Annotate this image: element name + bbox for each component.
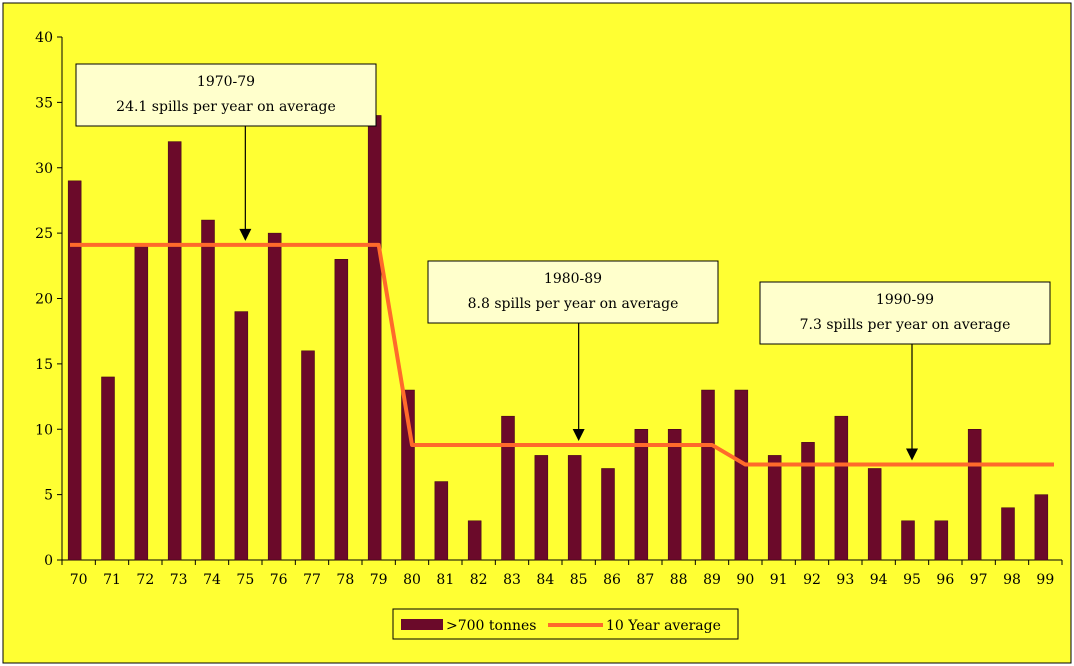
x-tick-label: 75 [236, 572, 254, 588]
annotation-box [75, 63, 377, 127]
bar [567, 455, 582, 561]
x-tick-label: 81 [436, 572, 454, 588]
average-line-series [70, 242, 1054, 467]
bar [601, 468, 615, 561]
x-tick-label: 95 [903, 572, 921, 588]
legend-label-line: 10 Year average [606, 618, 721, 634]
annotation-arrow-head [572, 428, 585, 441]
bar [867, 468, 882, 561]
x-tick-label: 97 [970, 572, 988, 588]
y-tick-label: 0 [44, 553, 53, 569]
axes: 0 5 10 15 20 25 30 35 40 70 71 72 73 74 75 76 77 78 79 80 81… [35, 30, 1063, 588]
bar [634, 429, 649, 561]
bar [234, 311, 249, 561]
y-tick-label: 20 [35, 292, 53, 308]
legend-label-bar: >700 tonnes [446, 618, 536, 634]
bar [467, 520, 482, 561]
legend: >700 tonnes 10 Year average [392, 608, 739, 640]
x-tick-label: 98 [1003, 572, 1021, 588]
annotation-text: 7.3 spills per year on average [800, 317, 1011, 333]
annotation-title: 1970-79 [197, 74, 255, 90]
x-tick-label: 70 [70, 572, 88, 588]
x-tick-label: 84 [536, 572, 554, 588]
x-tick-label: 88 [670, 572, 688, 588]
bar [734, 389, 749, 561]
x-tick-label: 91 [770, 572, 788, 588]
annotation-title: 1980-89 [544, 271, 602, 287]
y-tick-label: 40 [35, 30, 53, 46]
bar [834, 415, 849, 561]
annotation-callout: 1990-99 7.3 spills per year on average [759, 281, 1051, 461]
y-tick-label: 25 [35, 226, 53, 242]
x-tick-label: 99 [1036, 572, 1054, 588]
annotation-title: 1990-99 [876, 292, 934, 308]
x-tick-label: 71 [103, 572, 121, 588]
x-tick-label: 87 [636, 572, 654, 588]
y-tick-label: 5 [44, 488, 53, 504]
x-tick-label: 85 [570, 572, 588, 588]
annotation-callout: 1980-89 8.8 spills per year on average [427, 260, 719, 441]
x-tick-label: 77 [303, 572, 321, 588]
bar [301, 350, 315, 561]
x-tick-label: 90 [736, 572, 754, 588]
y-tick-label: 15 [35, 357, 53, 373]
bar [934, 520, 949, 561]
bar [367, 115, 382, 561]
bar [1001, 507, 1015, 561]
annotation-arrow-head [906, 448, 918, 461]
x-tick-label: 92 [803, 572, 821, 588]
bar [901, 520, 915, 561]
annotation-callout: 1970-79 24.1 spills per year on average [75, 63, 377, 241]
x-tick-label: 96 [936, 572, 954, 588]
bar [1034, 494, 1049, 561]
bar [334, 259, 349, 561]
bar [101, 376, 115, 561]
bar [534, 455, 549, 561]
bar [967, 429, 982, 561]
bar [701, 389, 715, 561]
x-tick-label: 78 [336, 572, 354, 588]
annotation-arrow-head [239, 228, 252, 241]
y-tick-label: 10 [35, 422, 53, 438]
annotation-text: 24.1 spills per year on average [116, 99, 336, 115]
x-tick-label: 74 [203, 572, 221, 588]
bar [267, 232, 282, 561]
annotation-box [759, 281, 1051, 345]
bar [167, 141, 182, 561]
x-tick-label: 72 [136, 572, 154, 588]
bar [501, 415, 515, 561]
x-tick-label: 89 [703, 572, 721, 588]
y-tick-label: 35 [35, 95, 53, 111]
x-tick-label: 76 [270, 572, 288, 588]
x-tick-label: 82 [470, 572, 488, 588]
average-line [70, 242, 1054, 467]
x-tick-label: 93 [836, 572, 854, 588]
bar [67, 180, 82, 561]
bar [134, 245, 149, 561]
legend-swatch-bar [401, 619, 443, 630]
bar [767, 455, 782, 561]
bar [801, 442, 815, 561]
bar [201, 219, 215, 561]
x-tick-label: 73 [170, 572, 188, 588]
x-tick-label: 83 [503, 572, 521, 588]
x-tick-label: 86 [603, 572, 621, 588]
bar [667, 429, 682, 561]
bar [434, 481, 449, 561]
x-tick-label: 80 [403, 572, 421, 588]
bar-series [67, 115, 1049, 561]
y-tick-label: 30 [35, 161, 53, 177]
annotation-box [427, 260, 719, 324]
x-tick-label: 79 [370, 572, 388, 588]
annotation-text: 8.8 spills per year on average [468, 296, 679, 312]
x-tick-label: 94 [870, 572, 888, 588]
